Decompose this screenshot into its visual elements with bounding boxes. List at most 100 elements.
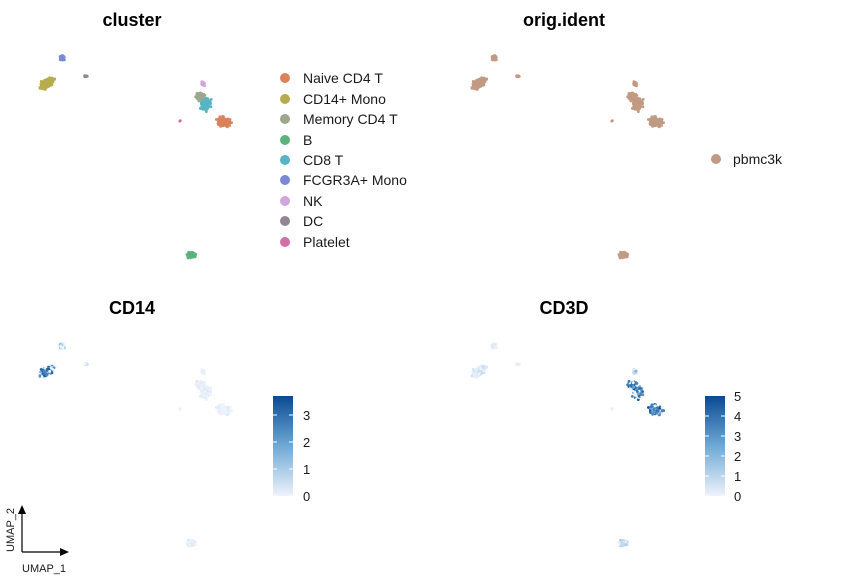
cell-point <box>38 374 42 378</box>
cell-point <box>226 413 229 417</box>
cell-point <box>224 408 228 411</box>
cell-point <box>618 255 622 258</box>
cell-point <box>656 408 660 411</box>
colorbar-tick-label: 0 <box>303 489 310 504</box>
cell-point <box>618 543 622 546</box>
cell-point <box>198 385 201 388</box>
cell-point <box>202 93 206 96</box>
cell-point <box>470 374 474 378</box>
legend-label: B <box>303 132 312 148</box>
panel-title-orig-ident: orig.ident <box>523 10 605 30</box>
colorbar-tick-label: 0 <box>734 489 741 504</box>
cell-point <box>636 398 640 401</box>
cell-point <box>653 410 656 414</box>
cell-point <box>223 411 227 415</box>
cell-point <box>198 97 201 100</box>
cell-point <box>658 413 661 417</box>
cell-point <box>221 116 225 120</box>
cell-point <box>221 410 224 414</box>
legend-label: Naive CD4 T <box>303 70 383 86</box>
cell-point <box>203 102 207 105</box>
cell-point <box>475 86 478 90</box>
panel-cd3d: CD3D 0 1 2 3 4 5 <box>470 298 741 548</box>
cell-point <box>653 404 657 408</box>
cell-point <box>621 542 625 546</box>
cell-point <box>650 115 654 119</box>
colorbar-tick-label: 4 <box>734 409 741 424</box>
cell-point <box>43 86 46 90</box>
cell-point <box>491 344 495 348</box>
legend-swatch <box>280 155 290 165</box>
cell-point <box>224 120 228 123</box>
cell-point <box>655 411 658 415</box>
cell-point <box>647 406 650 409</box>
cell-point <box>474 82 478 85</box>
cell-point <box>41 87 44 91</box>
cell-point <box>42 370 46 373</box>
cell-point <box>635 102 639 105</box>
cell-point <box>610 119 614 122</box>
umap-y-arrowhead <box>18 505 26 514</box>
cell-point <box>205 392 208 396</box>
cell-point <box>647 118 650 121</box>
cell-point <box>653 116 657 120</box>
cell-point <box>202 369 206 373</box>
cell-point <box>45 372 49 376</box>
cell-point <box>651 125 654 128</box>
cell-point <box>493 346 497 350</box>
legend-swatch <box>280 94 290 104</box>
cell-point <box>475 374 478 378</box>
cell-point <box>226 125 229 129</box>
cell-point <box>50 371 54 375</box>
cell-point <box>474 370 478 373</box>
colorbar-cd3d: 0 1 2 3 4 5 <box>705 389 741 504</box>
legend-cluster: Naive CD4 T CD14+ Mono Memory CD4 T B CD… <box>280 70 407 250</box>
panel-title-cd14: CD14 <box>109 298 155 318</box>
legend-swatch <box>711 154 721 164</box>
umap-axis-indicator: UMAP_1 UMAP_2 <box>5 505 69 575</box>
panel-cluster: cluster Naive CD4 T CD14+ Mono Memory CD… <box>38 10 407 260</box>
umap-x-label: UMAP_1 <box>22 563 66 575</box>
cell-point <box>653 122 656 126</box>
cell-point <box>192 255 196 258</box>
cell-point <box>198 107 202 110</box>
cell-point <box>630 385 633 388</box>
cell-point <box>49 366 53 370</box>
colorbar <box>705 396 725 496</box>
legend-label: CD14+ Mono <box>303 91 386 107</box>
cell-point <box>480 369 484 373</box>
cell-point <box>479 367 482 371</box>
cell-point <box>221 404 225 408</box>
cell-point <box>202 394 206 397</box>
cell-point <box>218 403 222 407</box>
cell-point <box>651 413 654 416</box>
points-cluster <box>38 54 234 260</box>
cell-point <box>660 406 664 409</box>
colorbar-tick-label: 2 <box>303 435 310 450</box>
cell-point <box>473 87 476 91</box>
cell-point <box>624 543 628 546</box>
cell-point <box>630 107 634 110</box>
cell-point <box>632 98 635 101</box>
points-cd14 <box>38 342 234 548</box>
legend-label: CD8 T <box>303 152 344 168</box>
points-cd3d <box>470 342 665 548</box>
cell-point <box>481 78 485 82</box>
cell-point <box>195 380 199 383</box>
colorbar-tick-label: 1 <box>303 462 310 477</box>
legend-swatch <box>280 196 290 206</box>
cell-point <box>48 81 52 85</box>
legend-label: FCGR3A+ Mono <box>303 172 407 188</box>
cell-point <box>493 58 497 62</box>
cell-point <box>202 381 206 384</box>
cell-point <box>48 369 52 373</box>
points-orig-ident <box>470 54 665 260</box>
cell-point <box>634 381 638 384</box>
cell-point <box>204 398 208 401</box>
legend-label: NK <box>303 193 323 209</box>
cell-point <box>624 252 628 256</box>
cell-point <box>658 125 661 129</box>
cell-point <box>631 381 635 385</box>
colorbar-cd14: 0 1 2 3 <box>273 396 310 504</box>
